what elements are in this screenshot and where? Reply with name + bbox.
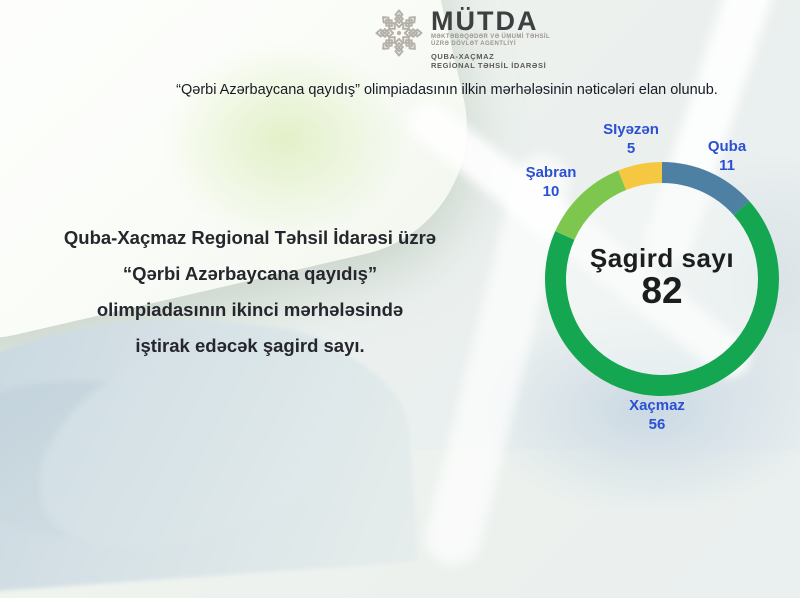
statement-line: iştirak edəcək şagird sayı. <box>135 335 365 356</box>
segment-value: 5 <box>626 140 636 157</box>
donut-segment-quba <box>662 162 750 216</box>
donut-segment-siyəzən <box>618 162 662 190</box>
emblem-arm <box>393 37 405 57</box>
snowflake-medallion-icon <box>375 9 423 57</box>
logo-org-line1: QUBA-XAÇMAZ <box>431 52 495 61</box>
page-subtitle: “Qərbi Azərbaycana qayıdış” olimpiadasın… <box>176 82 718 98</box>
emblem-arm <box>382 16 396 30</box>
agency-logo: MÜTDA MƏKTƏBƏQƏDƏR VƏ ÜMUMİ TƏHSİL ÜZRƏ … <box>374 8 550 70</box>
segment-label-sabran: Şabran 10 <box>511 163 591 201</box>
statement-text: Quba-Xaçmaz Regional Təhsil İdarəsi üzrə… <box>28 220 472 364</box>
donut-chart-svg <box>545 162 779 396</box>
chart-center-title: Şagird sayı <box>589 243 735 273</box>
logo-text-block: MÜTDA MƏKTƏBƏQƏDƏR VƏ ÜMUMİ TƏHSİL ÜZRƏ … <box>431 6 551 71</box>
statement-line: Quba-Xaçmaz Regional Təhsil İdarəsi üzrə <box>63 227 437 248</box>
logo-acronym: MÜTDA <box>431 6 539 36</box>
statement-line: olimpiadasının ikinci mərhələsində <box>96 299 404 320</box>
segment-label-xacmaz: Xaçmaz 56 <box>617 396 697 434</box>
statement-line: “Qərbi Azərbaycana qayıdış” <box>122 263 378 284</box>
segment-name: Xaçmaz <box>629 397 685 414</box>
donut-segment-xaçmaz <box>545 201 779 396</box>
logo-agency-line2: ÜZRƏ DÖVLƏT AGENTLİYİ <box>431 41 516 47</box>
segment-name: Şabran <box>525 164 577 181</box>
logo-agency-line1: MƏKTƏBƏQƏDƏR VƏ ÜMUMİ TƏHSİL <box>431 34 551 40</box>
segment-label-quba: Quba 11 <box>687 137 767 175</box>
logo-org-line2: REGİONAL TƏHSİL İDARƏSİ <box>431 61 547 70</box>
emblem-arm <box>403 27 423 39</box>
donut-segment-şabran <box>555 170 627 240</box>
segment-name: SIyəzən <box>603 121 659 138</box>
chart-center-label: Şagird sayı 82 <box>562 244 762 310</box>
segment-label-siyezen: SIyəzən 5 <box>591 120 671 158</box>
chart-center-value: 82 <box>641 270 683 311</box>
donut-chart: Şagird sayı 82 <box>512 129 800 429</box>
donut-inner-disc <box>566 183 758 375</box>
emblem-arm <box>393 9 405 29</box>
logo-org-lines: QUBA-XAÇMAZ REGİONAL TƏHSİL İDARƏSİ <box>431 52 550 70</box>
segment-value: 56 <box>648 416 666 433</box>
segment-value: 11 <box>719 157 735 174</box>
segment-name: Quba <box>707 138 747 155</box>
segment-value: 10 <box>542 183 560 200</box>
emblem-arm <box>375 27 395 39</box>
background-petal-shape <box>0 359 250 561</box>
